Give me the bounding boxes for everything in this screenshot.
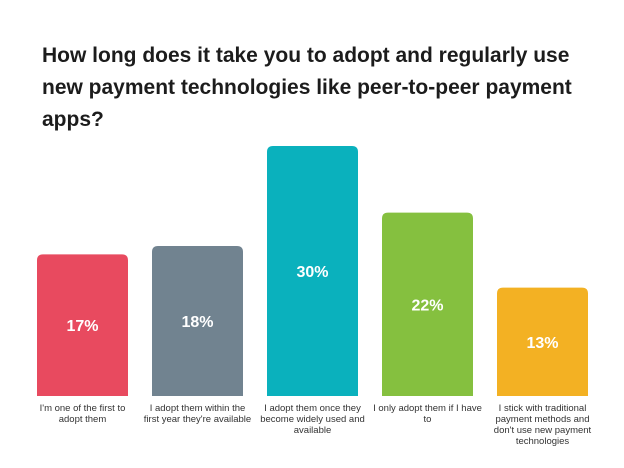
category-label-4: I only adopt them if I have to (373, 403, 482, 425)
category-label-2: I adopt them within the first year they'… (143, 403, 252, 425)
bar-value-label-4: 22% (411, 297, 443, 314)
bar-value-label-1: 17% (66, 318, 98, 335)
category-label-3: I adopt them once they become widely use… (260, 403, 365, 436)
bar-value-label-5: 13% (526, 335, 558, 352)
bar-1 (37, 254, 128, 396)
bar-5 (497, 287, 588, 396)
bar-3 (267, 146, 358, 396)
bar-value-label-3: 30% (296, 264, 328, 281)
bar-value-label-2: 18% (181, 314, 213, 331)
bar-2 (152, 246, 243, 396)
category-label-5: I stick with traditional payment methods… (493, 403, 592, 447)
bar-4 (382, 212, 473, 396)
category-label-1: I'm one of the first to adopt them (39, 403, 126, 425)
chart-title: How long does it take you to adopt and r… (42, 44, 572, 131)
